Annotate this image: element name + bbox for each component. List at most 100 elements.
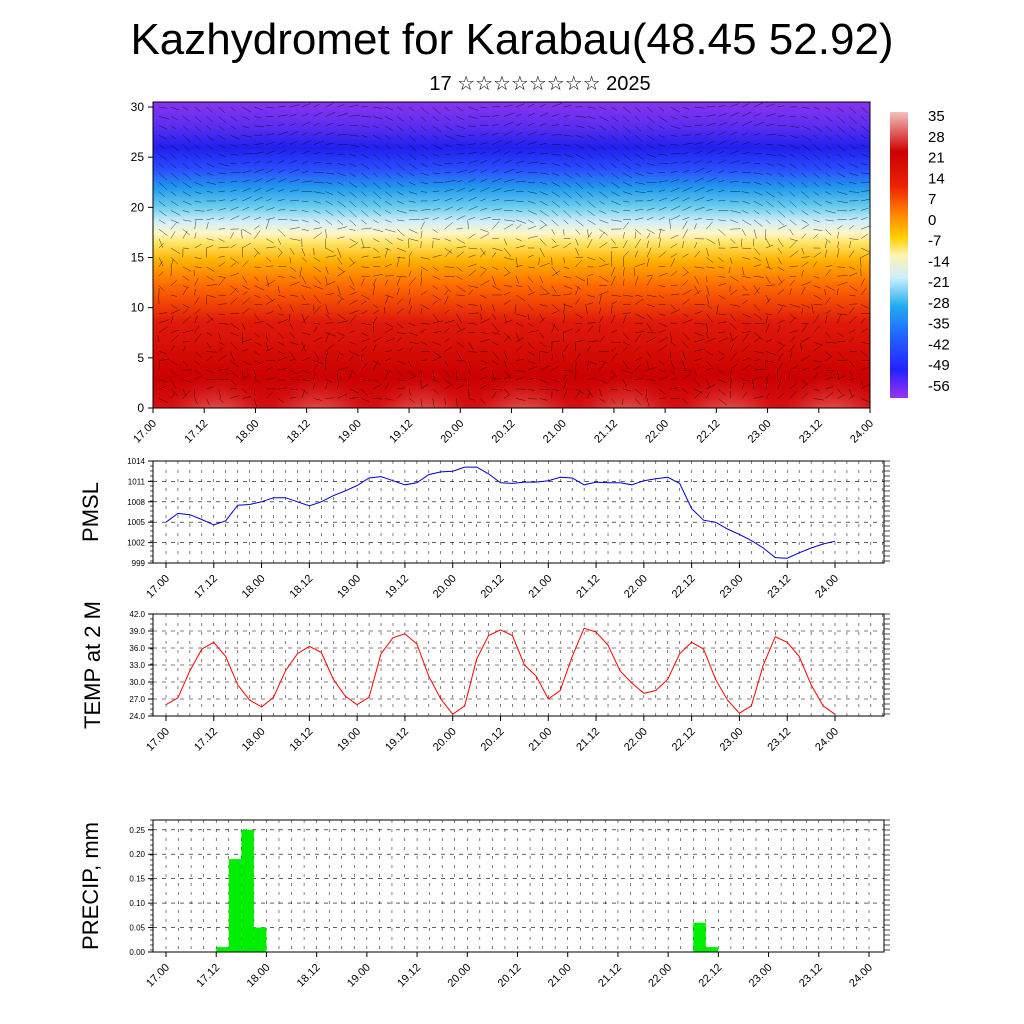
wind-vector (694, 311, 703, 315)
wind-vector (396, 298, 403, 305)
wind-vector (218, 163, 229, 167)
wind-vector (527, 151, 536, 155)
wind-vector (575, 238, 579, 246)
wind-vector (765, 191, 775, 198)
temperature-panel: 24.027.030.033.036.039.042.017.00 17.12 18… (80, 601, 890, 754)
wind-vector (349, 397, 360, 399)
wind-vector (515, 210, 523, 213)
wind-vector (420, 116, 427, 122)
wind-vector (504, 257, 514, 261)
wind-vector (385, 358, 392, 362)
wind-vector (444, 125, 454, 131)
temperature-y-tick-label: 36.0 (129, 644, 145, 653)
wind-vector (373, 219, 379, 224)
wind-vector (730, 171, 738, 174)
wind-vector (587, 200, 596, 209)
wind-vector (194, 181, 204, 187)
wind-vector (765, 181, 772, 186)
wind-vector (599, 191, 608, 199)
wind-vector (599, 294, 602, 305)
wind-vector (266, 198, 272, 202)
wind-vector (194, 144, 200, 149)
wind-vector (170, 279, 178, 286)
wind-vector (468, 285, 479, 288)
wind-vector (646, 366, 657, 371)
wind-vector (599, 125, 607, 131)
cross-section-x-tick-label: 22.12 (695, 418, 723, 446)
cross-section-x-tick-label: 18.00 (234, 418, 262, 446)
wind-vector (551, 266, 559, 276)
wind-vector (503, 370, 512, 379)
wind-vector (384, 135, 391, 140)
wind-vector (277, 341, 286, 347)
pmsl-x-tick-label: 21.12 (574, 573, 602, 601)
wind-vector (396, 219, 405, 222)
wind-vector (563, 266, 570, 270)
wind-vector (730, 160, 740, 164)
wind-vector (861, 190, 870, 192)
wind-vector (170, 222, 177, 230)
pmsl-x-tick-label: 19.00 (335, 573, 363, 601)
wind-vector (789, 182, 796, 188)
wind-vector (242, 179, 250, 183)
cross-section-x-tick-label: 19.12 (387, 418, 415, 446)
wind-vector (658, 153, 668, 156)
wind-vector (658, 360, 665, 365)
wind-vector (170, 106, 180, 111)
wind-vector (432, 388, 440, 395)
wind-vector (718, 257, 724, 263)
wind-vector (694, 167, 705, 174)
wind-vector (777, 172, 785, 177)
wind-vector (645, 388, 648, 399)
wind-vector (349, 181, 358, 188)
wind-vector (337, 266, 345, 273)
wind-vector (170, 153, 177, 160)
wind-vector (825, 315, 828, 324)
wind-vector (468, 116, 478, 119)
wind-vector (492, 341, 499, 346)
wind-vector (789, 330, 799, 333)
wind-vector (801, 270, 804, 277)
wind-vector (385, 398, 393, 401)
wind-vector (277, 379, 286, 381)
wind-vector (634, 153, 644, 160)
wind-vector (266, 106, 275, 109)
wind-vector (551, 244, 559, 249)
precipitation-bar (705, 947, 719, 952)
wind-vector (670, 116, 678, 120)
precipitation-x-tick-label: 17.12 (194, 962, 222, 990)
wind-vector (301, 200, 309, 202)
cross-section-x-tick-label: 23.12 (797, 418, 825, 446)
wind-vector (337, 200, 347, 208)
wind-vector (218, 341, 225, 346)
wind-vector (361, 294, 370, 300)
wind-vector (825, 135, 832, 141)
wind-vector (634, 135, 644, 143)
wind-vector (194, 220, 197, 230)
wind-vector (206, 181, 216, 185)
wind-vector (813, 398, 825, 401)
wind-vector (861, 359, 870, 362)
wind-vector (444, 346, 453, 352)
wind-vector (325, 153, 335, 155)
wind-vector (254, 196, 263, 202)
wind-vector (753, 219, 763, 227)
wind-vector (837, 332, 844, 338)
wind-vector (623, 294, 633, 297)
wind-vector (742, 357, 750, 362)
wind-vector (837, 144, 846, 152)
wind-vector (266, 150, 275, 155)
wind-vector (480, 233, 490, 239)
wind-vector (313, 152, 321, 155)
wind-vector (611, 374, 616, 380)
wind-vector (837, 116, 846, 124)
wind-vector (182, 106, 189, 111)
wind-vector (230, 206, 239, 211)
wind-vector (622, 360, 629, 369)
wind-vector (218, 322, 229, 325)
wind-vector (837, 266, 846, 268)
wind-vector (313, 181, 325, 184)
wind-vector (480, 398, 487, 405)
wind-vector (563, 104, 572, 108)
wind-vector (563, 210, 572, 218)
